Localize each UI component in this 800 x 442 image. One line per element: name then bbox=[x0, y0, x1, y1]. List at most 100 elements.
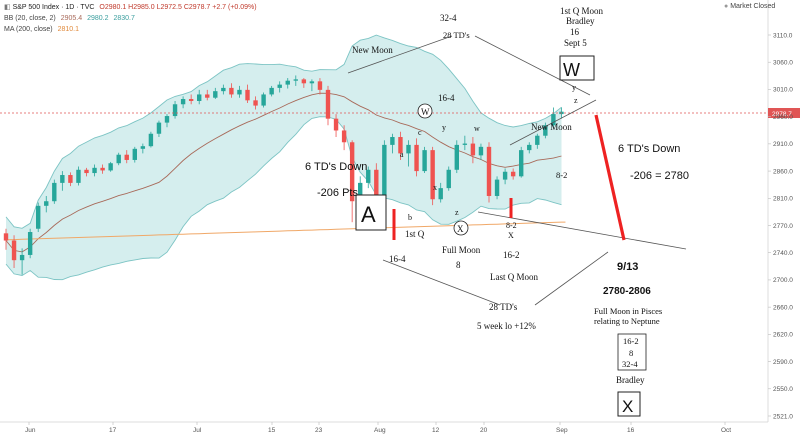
candle-body[interactable] bbox=[172, 104, 178, 117]
candle-body[interactable] bbox=[398, 137, 403, 154]
td-28-top: 28 TD's bbox=[443, 30, 470, 40]
bollinger-upper-line bbox=[5, 34, 562, 229]
candle-body[interactable] bbox=[406, 144, 411, 154]
candle-body[interactable] bbox=[3, 233, 9, 241]
bradley-bottom: Bradley bbox=[616, 375, 645, 385]
candle-body[interactable] bbox=[535, 135, 540, 145]
ma-legend-row[interactable]: MA (200, close) 2810.1 bbox=[4, 26, 79, 33]
candle-body[interactable] bbox=[462, 143, 468, 145]
candle-body[interactable] bbox=[341, 130, 347, 143]
candle-body[interactable] bbox=[132, 148, 137, 160]
candle-body[interactable] bbox=[68, 175, 73, 183]
candle-body[interactable] bbox=[502, 171, 508, 180]
count-8-2-low: 8-2 bbox=[506, 221, 517, 230]
candle-body[interactable] bbox=[221, 87, 226, 92]
candle-body[interactable] bbox=[213, 91, 218, 98]
candle-body[interactable] bbox=[519, 150, 524, 177]
candle-body[interactable] bbox=[486, 146, 492, 196]
y-tick-label: 2620.0 bbox=[773, 332, 793, 339]
candle-body[interactable] bbox=[422, 150, 427, 172]
candle-body[interactable] bbox=[446, 169, 451, 189]
candle-body[interactable] bbox=[454, 144, 459, 170]
box-list-2: 32-4 bbox=[622, 359, 638, 369]
candle-body[interactable] bbox=[44, 201, 49, 206]
candle-body[interactable] bbox=[36, 205, 41, 229]
candle-body[interactable] bbox=[124, 154, 129, 160]
candle-body[interactable] bbox=[285, 80, 290, 85]
candle-body[interactable] bbox=[478, 146, 484, 156]
candle-body[interactable] bbox=[60, 175, 65, 183]
candle-body[interactable] bbox=[543, 125, 548, 136]
candle-body[interactable] bbox=[245, 89, 250, 101]
circle-x-marker bbox=[453, 220, 469, 236]
x-tick-label: 17 bbox=[109, 427, 117, 434]
letter-z: z bbox=[574, 96, 578, 105]
candle-body[interactable] bbox=[140, 146, 146, 149]
candle-body[interactable] bbox=[317, 81, 323, 90]
candle-body[interactable] bbox=[188, 99, 194, 101]
candle-body[interactable] bbox=[551, 114, 556, 126]
candle-body[interactable] bbox=[366, 169, 371, 183]
y-tick-label: 2740.0 bbox=[773, 250, 793, 257]
bb-legend-row[interactable]: BB (20, close, 2) 2905.4 2980.2 2830.7 bbox=[4, 15, 135, 22]
candle-body[interactable] bbox=[301, 79, 307, 84]
candle-body[interactable] bbox=[52, 182, 57, 202]
candle-body[interactable] bbox=[148, 133, 154, 147]
circle-x-label: X bbox=[457, 224, 464, 234]
candle-body[interactable] bbox=[277, 84, 282, 88]
candle-body[interactable] bbox=[100, 167, 105, 171]
candle-body[interactable] bbox=[333, 118, 339, 131]
candle-body[interactable] bbox=[510, 171, 516, 177]
candle-body[interactable] bbox=[116, 154, 121, 164]
range-label: 2780-2806 bbox=[603, 286, 651, 297]
chart-header-row: ◧ S&P 500 Index · 1D · TVC O2980.1 H2985… bbox=[4, 3, 257, 11]
candle-body[interactable] bbox=[197, 94, 202, 101]
candle-body[interactable] bbox=[358, 182, 363, 202]
candle-body[interactable] bbox=[349, 142, 355, 202]
box-w-frame bbox=[559, 55, 595, 81]
x-tick-label: Aug bbox=[374, 427, 386, 434]
new-moon-top: New Moon bbox=[352, 45, 393, 55]
box-counts-frame bbox=[617, 333, 647, 371]
letter-c: c bbox=[418, 128, 422, 137]
target-calc: -206 = 2780 bbox=[630, 170, 689, 182]
candle-body[interactable] bbox=[253, 100, 258, 106]
candle-body[interactable] bbox=[205, 94, 210, 98]
candle-body[interactable] bbox=[374, 169, 379, 196]
candle-body[interactable] bbox=[309, 81, 315, 84]
candle-body[interactable] bbox=[27, 232, 33, 255]
candle-body[interactable] bbox=[325, 89, 331, 119]
chart-title[interactable]: S&P 500 Index · 1D · TVC bbox=[12, 4, 95, 11]
letter-b: b bbox=[408, 213, 412, 222]
candle-body[interactable] bbox=[92, 167, 97, 174]
candle-body[interactable] bbox=[414, 144, 419, 172]
candle-body[interactable] bbox=[229, 87, 234, 95]
candle-body[interactable] bbox=[390, 137, 395, 145]
candle-body[interactable] bbox=[382, 144, 387, 196]
y-tick-label: 2910.0 bbox=[773, 141, 793, 148]
candle-body[interactable] bbox=[438, 188, 443, 200]
candle-body[interactable] bbox=[527, 144, 532, 151]
y-tick-label: 2770.0 bbox=[773, 223, 793, 230]
candle-body[interactable] bbox=[11, 240, 17, 261]
bb-value-basis: 2905.4 bbox=[60, 15, 83, 22]
candle-body[interactable] bbox=[237, 89, 242, 95]
candle-body[interactable] bbox=[164, 116, 170, 123]
candle-body[interactable] bbox=[494, 179, 500, 196]
candle-body[interactable] bbox=[261, 94, 266, 106]
candle-body[interactable] bbox=[269, 87, 274, 95]
red-target-line bbox=[594, 114, 626, 241]
candle-body[interactable] bbox=[293, 79, 298, 81]
count-16-2: 16-2 bbox=[503, 250, 520, 260]
candle-body[interactable] bbox=[470, 143, 476, 156]
candle-body[interactable] bbox=[84, 169, 89, 174]
candle-body[interactable] bbox=[108, 163, 113, 171]
candle-body[interactable] bbox=[76, 169, 81, 183]
candle-body[interactable] bbox=[156, 122, 162, 134]
candle-body[interactable] bbox=[19, 254, 25, 261]
candle-body[interactable] bbox=[180, 99, 186, 105]
y-tick-label: 3010.0 bbox=[773, 87, 793, 94]
td-down-right: 6 TD's Down bbox=[618, 143, 680, 155]
candle-body[interactable] bbox=[430, 150, 435, 200]
